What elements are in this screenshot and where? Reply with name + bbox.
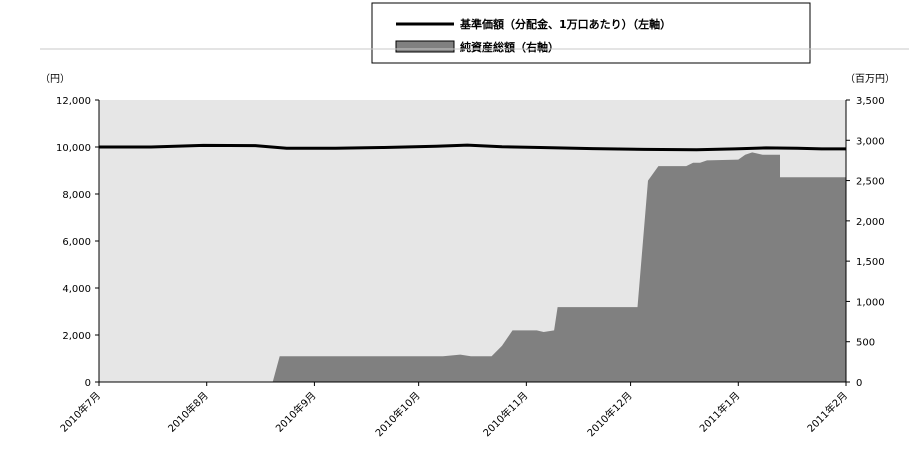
line-series-nav [99,143,846,152]
legend-swatch-area [395,40,455,53]
x-tick-label: 2010年8月 [165,389,211,435]
x-tick-label: 2010年10月 [372,389,422,439]
right-tick-label: 0 [856,378,862,389]
right-ticks: 0 500 1,000 1,500 2,000 2,500 3,000 3,500 [846,96,885,389]
left-tick-label: 10,000 [56,143,91,154]
line-layer [99,143,846,152]
x-tick-label: 2010年12月 [584,389,634,439]
x-tick-label: 2011年2月 [804,389,850,435]
left-tick-label: 8,000 [62,190,91,201]
right-tick-label: 3,500 [856,96,885,107]
x-ticks: 2010年7月 2010年8月 2010年9月 2010年10月 2010年11月 201… [57,382,850,439]
right-tick-label: 3,000 [856,136,885,147]
right-tick-label: 1,000 [856,297,885,308]
area-layer [99,152,846,382]
area-series-net-assets [99,152,846,382]
legend: 基準価額（分配金、1万口あたり）（左軸） 純資産総額（右軸） [371,2,811,64]
left-axis-unit: （円） [40,73,70,85]
right-tick-label: 2,500 [856,177,885,188]
x-tick-label: 2010年9月 [273,389,319,435]
right-tick-label: 2,000 [856,217,885,228]
left-tick-label: 4,000 [62,284,91,295]
right-tick-label: 1,500 [856,257,885,268]
x-tick-label: 2011年1月 [697,389,743,435]
left-tick-label: 2,000 [62,331,91,342]
left-tick-label: 6,000 [62,237,91,248]
right-axis-unit: （百万円） [845,73,895,85]
legend-label-area: 純資産総額（右軸） [460,40,559,54]
right-tick-label: 500 [856,338,875,349]
left-ticks: 0 2,000 4,000 6,000 8,000 10,000 12,000 [56,96,99,389]
x-tick-label: 2010年7月 [57,389,103,435]
legend-label-line: 基準価額（分配金、1万口あたり）（左軸） [459,17,671,31]
left-tick-label: 12,000 [56,96,91,107]
legend-box [371,2,811,64]
x-tick-label: 2010年11月 [480,389,530,439]
left-tick-label: 0 [85,378,91,389]
